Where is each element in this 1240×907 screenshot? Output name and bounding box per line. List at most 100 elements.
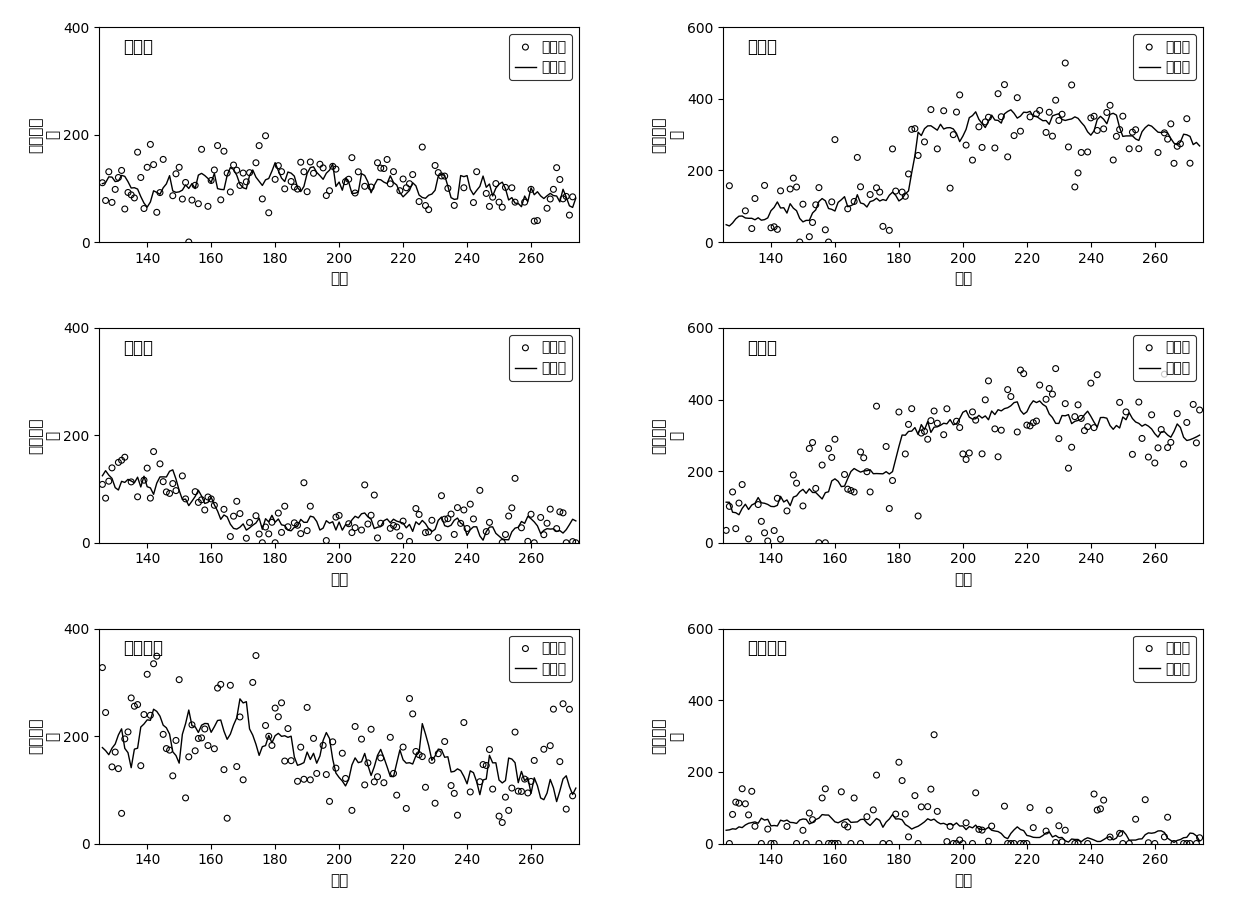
观测值 [515, 772, 534, 786]
观测值 [294, 772, 314, 786]
观测值 [1114, 109, 1133, 123]
观测值 [355, 478, 374, 493]
观测值 [1001, 389, 1021, 404]
观测值 [387, 788, 407, 803]
观测值 [794, 499, 813, 513]
观测值 [841, 483, 861, 498]
观测值 [751, 836, 771, 851]
模拟值 [210, 183, 224, 194]
观测值 [1174, 457, 1194, 472]
观测值 [108, 455, 128, 470]
模拟值 [1192, 835, 1207, 846]
观测值 [268, 709, 288, 724]
观测值 [284, 180, 304, 194]
观测值 [786, 180, 806, 194]
观测值 [883, 141, 903, 156]
观测值 [733, 477, 753, 492]
观测值 [176, 492, 196, 506]
观测值 [383, 766, 403, 781]
观测值 [784, 468, 804, 483]
观测值 [1148, 441, 1168, 455]
观测值 [816, 782, 836, 796]
观测值 [275, 754, 295, 768]
观测值 [784, 171, 804, 185]
观测值 [422, 753, 441, 767]
观测值 [818, 235, 838, 249]
观测值 [272, 525, 291, 540]
模拟值 [732, 510, 746, 521]
观测值 [1090, 802, 1110, 816]
观测值 [205, 742, 224, 756]
观测值 [1011, 836, 1030, 851]
观测值 [233, 166, 253, 180]
观测值 [1061, 440, 1081, 454]
观测值 [719, 499, 739, 513]
X-axis label: 积日: 积日 [330, 572, 348, 587]
观测值 [1187, 836, 1207, 851]
观测值 [725, 522, 745, 536]
观测值 [1027, 414, 1047, 428]
观测值 [265, 701, 285, 716]
观测值 [131, 171, 151, 185]
观测值 [1154, 830, 1174, 844]
观测值 [1097, 105, 1117, 120]
观测值 [316, 767, 336, 782]
观测值 [441, 778, 461, 793]
观测值 [227, 759, 247, 774]
观测值 [99, 474, 119, 489]
观测值 [541, 738, 560, 753]
观测值 [480, 200, 500, 214]
观测值 [179, 749, 198, 764]
模拟值 [165, 464, 180, 475]
观测值 [1017, 836, 1037, 851]
观测值 [166, 167, 186, 181]
观测值 [559, 702, 579, 717]
观测值 [489, 809, 508, 824]
观测值 [835, 817, 854, 832]
模拟值 [780, 814, 795, 825]
观测值 [818, 441, 838, 455]
观测值 [272, 164, 291, 179]
观测值 [1136, 793, 1156, 807]
模拟值 [565, 202, 580, 213]
观测值 [374, 775, 394, 790]
观测值 [1154, 125, 1174, 140]
Text: 花寨子站: 花寨子站 [746, 639, 787, 658]
观测值 [873, 836, 893, 851]
观测值 [950, 88, 970, 102]
观测值 [253, 535, 273, 550]
观测值 [288, 774, 308, 788]
观测值 [889, 405, 909, 419]
观测值 [300, 499, 320, 513]
观测值 [492, 535, 512, 550]
观测值 [464, 195, 484, 210]
观测值 [534, 528, 554, 542]
观测值 [796, 836, 816, 851]
观测值 [905, 788, 925, 803]
观测值 [188, 495, 208, 510]
观测值 [339, 172, 358, 187]
观测值 [451, 516, 471, 531]
观测值 [1027, 107, 1047, 122]
模拟值 [930, 816, 945, 827]
观测值 [1106, 129, 1126, 143]
观测值 [908, 509, 928, 523]
模拟值 [1032, 832, 1047, 843]
观测值 [786, 836, 806, 851]
观测值 [281, 174, 301, 189]
观测值 [794, 197, 813, 211]
观测值 [1122, 447, 1142, 462]
观测值 [198, 199, 218, 213]
观测值 [719, 179, 739, 193]
模拟值 [156, 472, 171, 483]
观测值 [432, 489, 451, 503]
观测值 [921, 414, 941, 428]
观测值 [1114, 836, 1133, 851]
观测值 [512, 521, 532, 535]
Text: 阿柔站: 阿柔站 [123, 38, 154, 56]
观测值 [719, 836, 739, 851]
观测值 [915, 134, 935, 149]
观测值 [518, 534, 538, 549]
观测值 [918, 799, 937, 814]
观测值 [1011, 124, 1030, 139]
